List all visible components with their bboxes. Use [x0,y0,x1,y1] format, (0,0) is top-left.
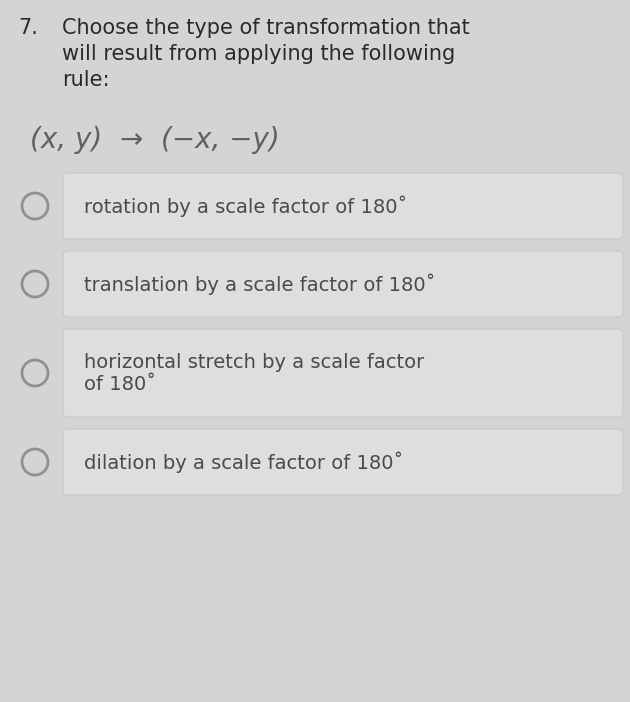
Text: horizontal stretch by a scale factor: horizontal stretch by a scale factor [84,352,424,371]
Text: rule:: rule: [62,70,110,90]
Text: (x, y)  →  (−x, −y): (x, y) → (−x, −y) [30,126,280,154]
Text: rotation by a scale factor of 180˚: rotation by a scale factor of 180˚ [84,195,407,217]
Text: will result from applying the following: will result from applying the following [62,44,455,64]
Text: dilation by a scale factor of 180˚: dilation by a scale factor of 180˚ [84,451,403,472]
FancyBboxPatch shape [63,429,623,495]
FancyBboxPatch shape [63,173,623,239]
FancyBboxPatch shape [63,251,623,317]
Text: Choose the type of transformation that: Choose the type of transformation that [62,18,470,38]
FancyBboxPatch shape [63,329,623,417]
Text: of 180˚: of 180˚ [84,374,156,394]
Text: translation by a scale factor of 180˚: translation by a scale factor of 180˚ [84,273,435,295]
Text: 7.: 7. [18,18,38,38]
